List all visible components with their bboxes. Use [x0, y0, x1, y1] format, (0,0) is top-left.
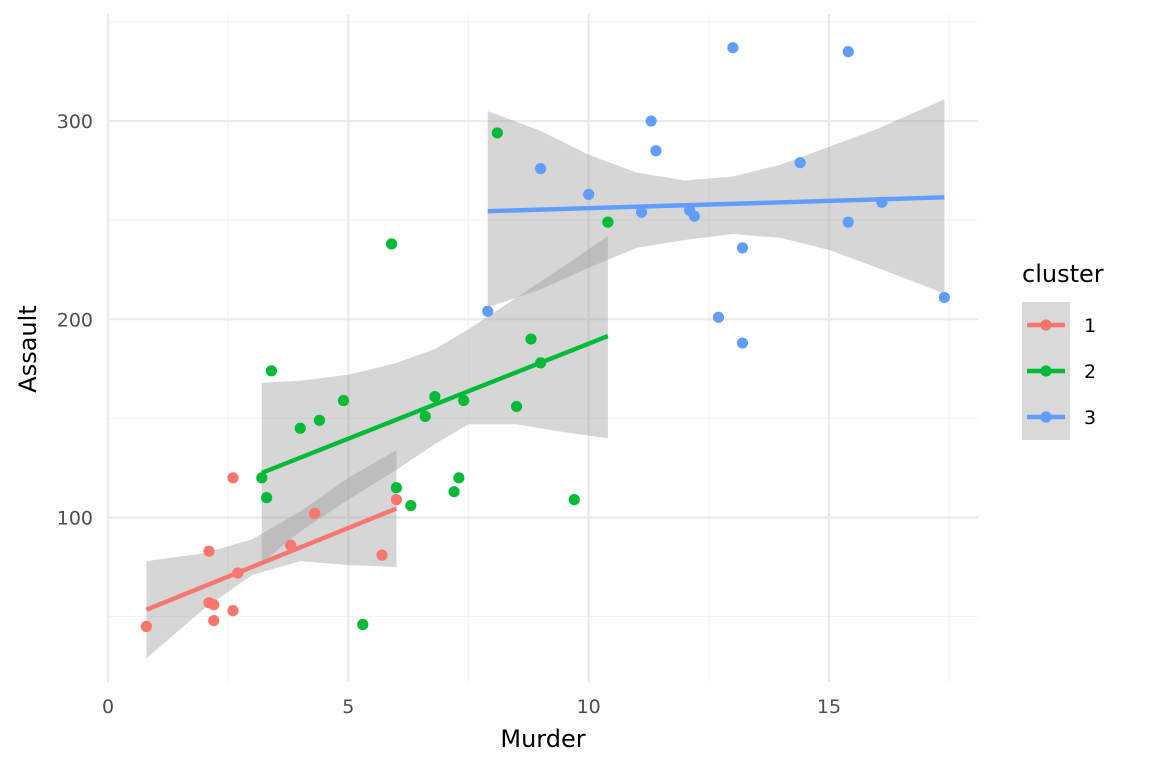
y-tick-label: 100	[57, 507, 93, 529]
point-cluster-1	[208, 599, 220, 611]
point-cluster-2	[525, 333, 537, 345]
point-cluster-3	[938, 291, 950, 304]
point-cluster-3	[842, 216, 854, 228]
point-cluster-2	[458, 394, 470, 407]
point-cluster-2	[256, 472, 268, 484]
point-cluster-2	[453, 472, 465, 484]
legend-keys: 1 2 3	[1022, 302, 1096, 440]
point-cluster-2	[313, 414, 326, 426]
point-cluster-1	[232, 567, 244, 579]
point-cluster-1	[390, 494, 402, 506]
y-tick-label: 200	[57, 309, 93, 331]
y-axis-title: Assault	[14, 305, 42, 392]
legend-item-cluster-3: 3	[1022, 394, 1096, 440]
x-axis-ticks: 0 5 10 15	[102, 696, 841, 718]
fit-line-cluster-1	[145, 506, 398, 612]
point-cluster-3	[842, 46, 854, 58]
legend-item-cluster-2: 2	[1022, 348, 1096, 394]
y-axis-ticks: 100 200 300	[57, 111, 93, 529]
point-cluster-2	[534, 357, 547, 369]
point-cluster-1	[309, 507, 321, 520]
x-axis-title: Murder	[500, 725, 585, 753]
point-cluster-3	[712, 311, 725, 323]
regression-lines	[145, 195, 945, 612]
point-cluster-3	[650, 145, 662, 157]
point-cluster-2	[261, 492, 273, 504]
point-cluster-1	[140, 620, 153, 633]
legend-key-point	[1040, 411, 1052, 423]
point-cluster-3	[876, 196, 888, 208]
y-tick-label: 300	[57, 111, 93, 133]
point-cluster-1	[285, 539, 297, 551]
legend-label: 2	[1084, 361, 1096, 383]
point-cluster-3	[794, 157, 806, 169]
point-cluster-3	[736, 337, 749, 349]
x-tick-label: 0	[102, 696, 114, 718]
point-cluster-3	[688, 210, 701, 222]
point-cluster-2	[602, 216, 614, 228]
legend-label: 1	[1084, 315, 1096, 337]
point-cluster-3	[727, 42, 739, 54]
point-cluster-3	[736, 242, 749, 254]
point-cluster-2	[510, 400, 523, 413]
legend: cluster 1 2 3	[1022, 260, 1104, 440]
fit-line-cluster-2	[261, 334, 609, 475]
point-cluster-2	[385, 238, 398, 250]
point-cluster-2	[429, 390, 441, 403]
confidence-band-cluster-1	[146, 450, 397, 659]
legend-key-point	[1040, 319, 1052, 331]
point-cluster-3	[534, 163, 547, 175]
legend-title: cluster	[1022, 260, 1104, 288]
x-tick-label: 15	[817, 696, 841, 718]
point-cluster-3	[482, 305, 494, 317]
point-cluster-1	[376, 549, 388, 561]
point-cluster-2	[390, 482, 402, 494]
point-cluster-2	[265, 365, 278, 377]
legend-key-point	[1040, 365, 1052, 377]
point-cluster-3	[583, 188, 595, 200]
confidence-bands	[146, 99, 945, 659]
data-points	[140, 42, 950, 633]
legend-item-cluster-1: 1	[1022, 302, 1096, 348]
point-cluster-1	[227, 605, 239, 617]
point-cluster-2	[405, 499, 417, 512]
point-cluster-1	[227, 472, 239, 484]
point-cluster-2	[357, 618, 369, 631]
point-cluster-2	[448, 486, 460, 498]
fit-line-cluster-3	[487, 195, 945, 214]
x-tick-label: 5	[342, 696, 354, 718]
point-cluster-1	[203, 545, 215, 557]
x-tick-label: 10	[577, 696, 601, 718]
point-cluster-2	[294, 422, 306, 434]
point-cluster-2	[419, 410, 431, 422]
point-cluster-3	[635, 206, 648, 218]
point-cluster-2	[491, 127, 503, 139]
grid	[106, 14, 978, 682]
point-cluster-2	[337, 394, 350, 407]
point-cluster-3	[645, 115, 657, 127]
legend-label: 3	[1084, 407, 1096, 429]
point-cluster-1	[208, 614, 220, 627]
point-cluster-2	[568, 494, 580, 506]
